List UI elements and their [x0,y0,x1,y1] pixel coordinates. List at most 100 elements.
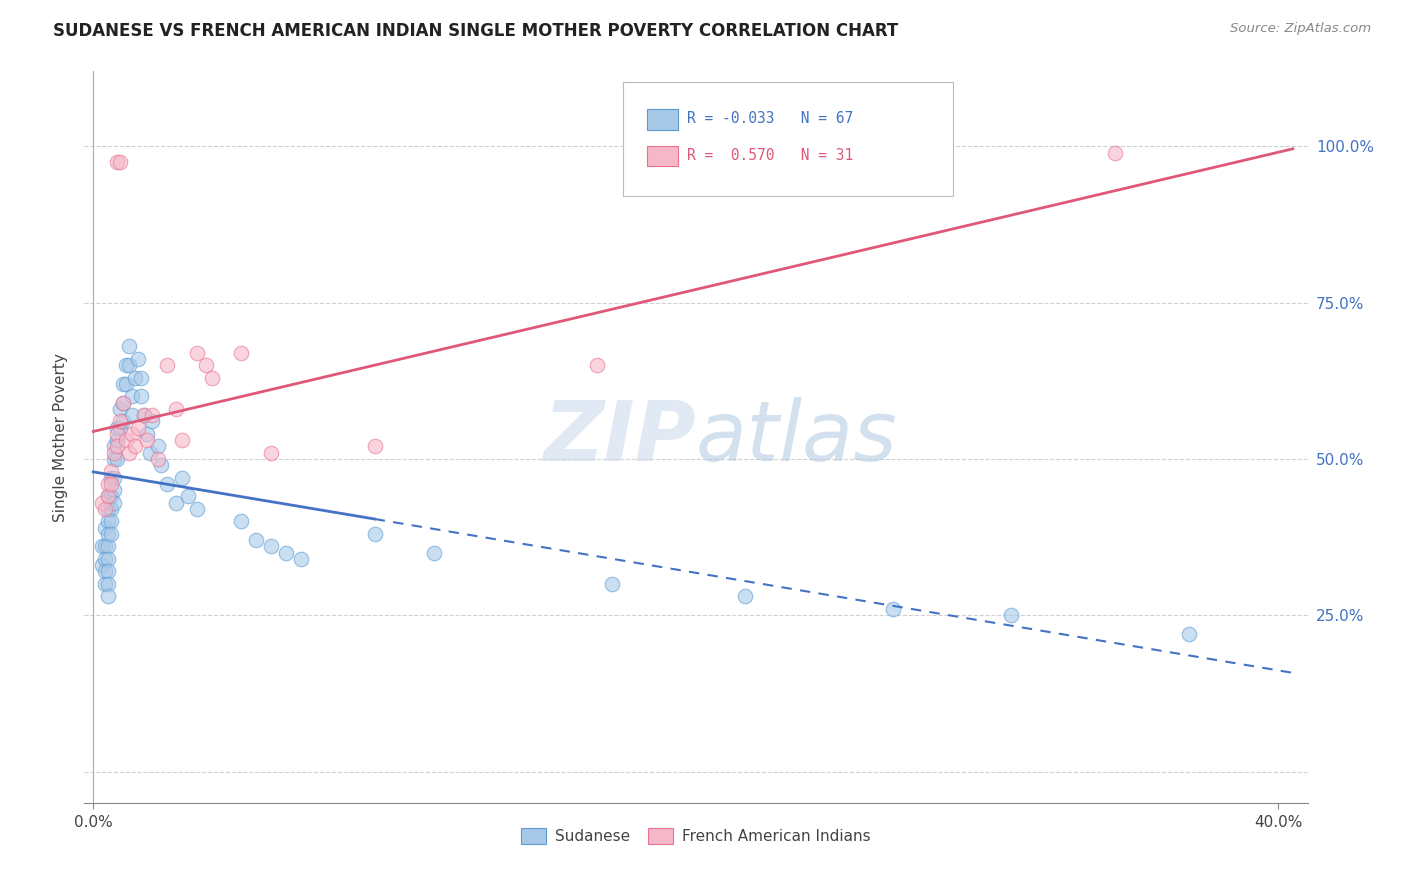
Point [111,376,134,391]
Point [111,414,134,428]
Point [103,496,125,510]
Point [97,490,120,504]
Point [103,446,125,460]
Point [156,358,179,372]
Point [150,458,173,473]
Point [132,408,155,422]
Legend: Sudanese, French American Indians: Sudanese, French American Indians [515,822,877,850]
Point [1000,608,1022,623]
Point [91,558,114,573]
Point [97,515,120,529]
Point [177,490,200,504]
Point [186,345,208,359]
Point [100,465,122,479]
Point [105,426,128,441]
Point [129,389,152,403]
Point [186,502,208,516]
Point [734,590,756,604]
Point [100,502,122,516]
Point [108,420,131,434]
Point [135,426,157,441]
Point [94,552,117,566]
Text: R =  0.570   N = 31: R = 0.570 N = 31 [688,148,853,163]
Point [100,471,122,485]
Point [141,408,163,422]
Text: SUDANESE VS FRENCH AMERICAN INDIAN SINGLE MOTHER POVERTY CORRELATION CHART: SUDANESE VS FRENCH AMERICAN INDIAN SINGL… [53,22,898,40]
Point [97,552,120,566]
Point [231,515,253,529]
Text: ZIP: ZIP [543,397,696,477]
Point [94,521,117,535]
Point [118,339,141,353]
Point [91,496,114,510]
Point [148,440,170,454]
Point [127,420,149,434]
Point [423,546,446,560]
Point [114,376,136,391]
Point [97,490,120,504]
Point [111,395,134,409]
FancyBboxPatch shape [647,110,678,130]
Point [108,155,131,169]
Point [97,590,120,604]
Point [94,540,117,554]
Point [121,389,143,403]
Point [94,577,117,591]
Point [129,370,152,384]
Point [103,483,125,498]
Point [1178,627,1201,641]
Point [97,577,120,591]
Point [103,440,125,454]
Point [100,477,122,491]
Point [105,452,128,467]
Point [165,496,187,510]
Point [124,440,146,454]
Point [363,527,385,541]
Y-axis label: Single Mother Poverty: Single Mother Poverty [52,352,67,522]
Point [97,565,120,579]
Point [194,358,217,372]
Point [363,440,385,454]
Point [94,502,117,516]
Point [141,414,163,428]
Point [156,477,179,491]
Point [97,527,120,541]
Point [94,565,117,579]
Point [100,527,122,541]
Point [600,577,623,591]
Point [132,408,155,422]
Point [585,358,607,372]
Point [108,401,131,416]
Point [111,395,134,409]
Point [138,446,160,460]
Point [97,540,120,554]
Point [245,533,267,548]
Point [118,358,141,372]
Point [118,446,141,460]
Point [231,345,253,359]
Point [124,370,146,384]
Point [882,602,904,616]
Text: atlas: atlas [696,397,897,477]
Point [148,452,170,467]
Point [121,408,143,422]
Point [172,434,194,448]
Point [105,440,128,454]
Point [105,155,128,169]
Point [201,370,224,384]
Point [260,446,283,460]
Point [100,490,122,504]
Point [91,540,114,554]
Point [114,434,136,448]
Point [1104,145,1126,160]
Point [135,434,157,448]
Point [165,401,187,416]
Point [172,471,194,485]
Point [105,420,128,434]
Point [100,515,122,529]
Point [127,351,149,366]
Point [290,552,312,566]
Point [103,452,125,467]
Point [97,502,120,516]
Text: R = -0.033   N = 67: R = -0.033 N = 67 [688,112,853,127]
